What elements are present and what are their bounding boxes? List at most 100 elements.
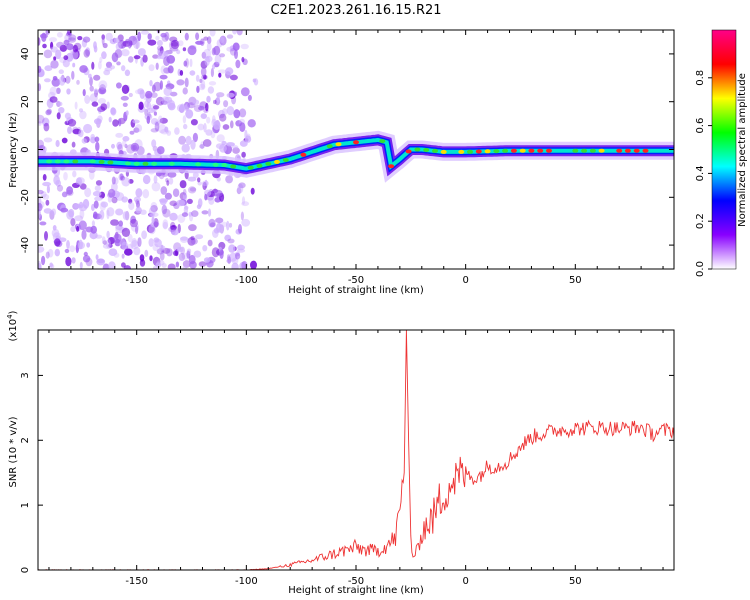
- spectrogram-noise-blob: [173, 250, 179, 256]
- spectrogram-noise-blob: [192, 132, 198, 143]
- snr-exponent: (x104): [6, 310, 19, 341]
- spectrogram-ylabel: Frequency (Hz): [8, 112, 19, 188]
- spectrogram-noise-blob: [38, 260, 42, 269]
- spectrogram-noise-blob: [56, 87, 61, 95]
- spectrogram-noise-blob: [98, 61, 102, 70]
- spectrogram-noise-blob: [231, 262, 239, 269]
- spectrogram-hotspot: [432, 148, 438, 153]
- spectrogram-noise-blob: [198, 261, 207, 267]
- spectrogram-noise-blob: [199, 144, 205, 149]
- spectrogram-noise-blob: [64, 248, 70, 254]
- spectrogram-noise-blob: [79, 110, 87, 120]
- spectrogram-noise-blob: [167, 263, 176, 269]
- spectrogram-noise-blob: [181, 212, 189, 218]
- colorbar-tick-label: 0.6: [695, 118, 706, 134]
- spectrogram-hotspot: [142, 161, 149, 166]
- spectrogram-noise-blob: [161, 204, 167, 215]
- spectrogram-noise-blob: [124, 143, 128, 149]
- spectrogram-noise-blob: [252, 78, 257, 83]
- spectrogram-noise-blob: [94, 185, 101, 192]
- spectrogram-noise-blob: [59, 44, 68, 52]
- spectrogram-noise-blob: [161, 263, 167, 268]
- spectrogram-hotspot: [168, 161, 175, 166]
- spectrogram-hotspot: [247, 165, 254, 170]
- spectrogram-noise-blob: [44, 65, 53, 72]
- spectrogram-hotspot: [98, 159, 105, 164]
- snr-xtick-label: -150: [125, 576, 148, 587]
- spectrogram-noise-blob: [241, 56, 245, 63]
- spectrogram-noise-blob: [238, 224, 242, 234]
- spectrogram-noise-blob: [241, 218, 251, 227]
- spectrogram-xtick-label: -150: [125, 275, 148, 286]
- spectrogram-hotspot: [616, 148, 623, 153]
- spectrogram-noise-blob: [42, 117, 50, 127]
- spectrogram-hotspot: [589, 148, 596, 153]
- spectrogram-noise-blob: [178, 253, 186, 261]
- spectrogram-noise-blob: [175, 261, 180, 268]
- spectrogram-noise-blob: [39, 221, 47, 226]
- spectrogram-noise-blob: [85, 226, 94, 233]
- spectrogram-hotspot: [326, 144, 333, 149]
- spectrogram-noise-blob: [199, 78, 203, 83]
- spectrogram-noise-blob: [225, 175, 234, 184]
- spectrogram-noise-blob: [71, 141, 76, 148]
- spectrogram-noise-blob: [108, 261, 116, 269]
- spectrogram-noise-blob: [128, 198, 133, 204]
- spectrogram-noise-blob: [226, 92, 235, 98]
- spectrogram-noise-blob: [192, 99, 200, 105]
- spectrogram-noise-blob: [160, 100, 168, 105]
- spectrogram-noise-blob: [66, 43, 74, 51]
- spectrogram-ytick-label: 20: [20, 95, 31, 108]
- spectrogram-noise-blob: [82, 255, 91, 263]
- spectrogram-hotspot: [598, 148, 605, 153]
- spectrogram-noise-blob: [155, 35, 160, 41]
- spectrogram-hotspot: [502, 148, 509, 153]
- spectrogram-noise-blob: [124, 69, 131, 77]
- spectrogram-noise-blob: [83, 49, 90, 58]
- spectrogram-noise-blob: [106, 101, 110, 109]
- spectrogram-noise-blob: [153, 81, 162, 92]
- spectrogram-noise-blob: [121, 84, 130, 94]
- spectrogram-hotspot: [353, 140, 359, 145]
- spectrogram-noise-blob: [121, 262, 126, 268]
- spectrogram-noise-blob: [182, 115, 187, 124]
- spectrogram-noise-blob: [204, 193, 208, 201]
- spectrogram-panel: -150 -100 -50 0 50 -40 -20 0 20 40 Height of stra…: [8, 29, 675, 296]
- spectrogram-noise-blob: [147, 112, 151, 119]
- spectrogram-noise-blob: [76, 79, 80, 85]
- spectrogram-hotspot: [458, 149, 465, 154]
- spectrogram-noise-blob: [148, 213, 155, 218]
- spectrogram-noise-blob: [185, 109, 194, 119]
- spectrogram-hotspot: [546, 148, 552, 153]
- spectrogram-noise-blob: [166, 180, 170, 186]
- snr-xtick-label: 50: [569, 576, 582, 587]
- spectrogram-noise-blob: [89, 231, 98, 240]
- spectrogram-noise-blob: [44, 78, 51, 83]
- spectrogram-noise-blob: [116, 82, 122, 89]
- spectrogram-noise-blob: [118, 220, 123, 227]
- spectrogram-noise-blob: [55, 139, 60, 148]
- spectrogram-noise-blob: [89, 76, 93, 87]
- spectrogram-noise-blob: [239, 122, 246, 132]
- spectrogram-noise-blob: [77, 47, 81, 53]
- spectrogram-noise-blob: [187, 45, 197, 56]
- spectrogram-noise-blob: [72, 170, 77, 178]
- spectrogram-noise-blob: [56, 112, 61, 120]
- spectrogram-noise-blob: [208, 218, 216, 228]
- spectrogram-hotspot: [440, 149, 447, 154]
- spectrogram-noise-blob: [207, 239, 213, 247]
- spectrogram-noise-blob: [190, 238, 198, 245]
- spectrogram-noise-blob: [232, 147, 240, 154]
- spectrogram-noise-blob: [211, 247, 220, 258]
- spectrogram-noise-blob: [160, 186, 168, 195]
- spectrogram-noise-blob: [197, 177, 201, 183]
- spectrogram-noise-blob: [176, 79, 185, 86]
- spectrogram-noise-blob: [100, 103, 108, 111]
- spectrogram-noise-blob: [102, 240, 108, 245]
- spectrogram-noise-blob: [67, 37, 77, 43]
- spectrogram-noise-blob: [219, 143, 227, 153]
- spectrogram-noise-blob: [200, 79, 206, 90]
- spectrogram-noise-blob: [179, 103, 186, 113]
- spectrogram-noise-blob: [46, 185, 51, 194]
- spectrogram-noise-blob: [121, 49, 130, 57]
